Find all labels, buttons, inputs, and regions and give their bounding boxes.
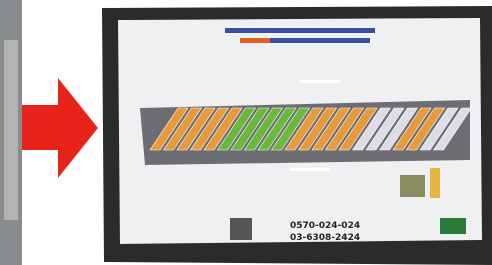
legend-image bbox=[400, 175, 425, 197]
legend-swatch bbox=[430, 168, 440, 198]
direction-arrow bbox=[300, 80, 340, 83]
direction-arrow bbox=[290, 168, 330, 171]
phone-number: 03-6308-2424 bbox=[290, 233, 360, 243]
header-line bbox=[225, 28, 375, 33]
page: 0570-024-024 03-6308-2424 (() => { const… bbox=[0, 0, 492, 265]
logo bbox=[440, 218, 466, 234]
qr-code bbox=[230, 218, 252, 240]
left-photo-detail bbox=[4, 40, 18, 220]
red-arrow bbox=[22, 78, 98, 178]
phone-number: 0570-024-024 bbox=[290, 221, 360, 231]
photo: 0570-024-024 03-6308-2424 bbox=[0, 0, 492, 265]
header-highlight bbox=[240, 38, 270, 43]
